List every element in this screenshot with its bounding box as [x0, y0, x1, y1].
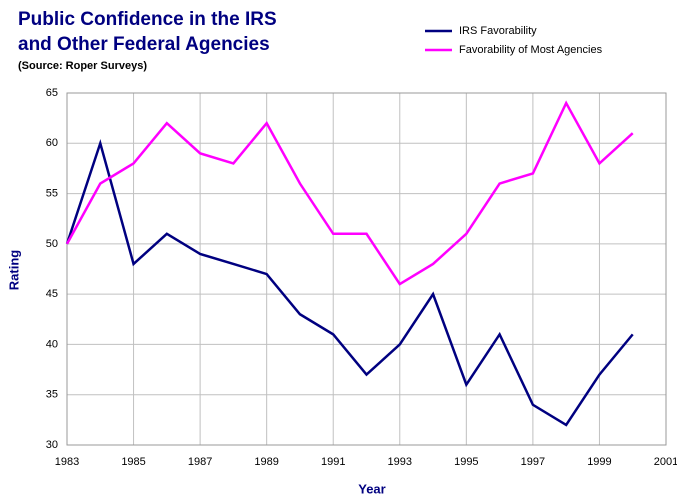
y-tick-label: 65: [46, 87, 58, 99]
y-axis-label: Rating: [6, 250, 21, 291]
x-tick-label: 2001: [654, 456, 677, 468]
plot-border: [66, 92, 667, 446]
x-tick-label: 1995: [454, 456, 478, 468]
y-tick-label: 60: [46, 137, 58, 149]
x-tick-label: 1985: [121, 456, 145, 468]
chart-title: and Other Federal Agencies: [18, 34, 270, 55]
x-tick-label: 1999: [587, 456, 611, 468]
y-tick-label: 30: [46, 439, 58, 451]
series-line: [65, 100, 634, 286]
y-tick-label: 35: [46, 389, 58, 401]
x-tick-label: 1997: [521, 456, 545, 468]
legend-label: IRS Favorability: [459, 25, 537, 37]
x-axis-label: Year: [358, 481, 385, 496]
x-tick-label: 1987: [188, 456, 212, 468]
y-tick-label: 55: [46, 187, 58, 199]
x-tick-label: 1989: [254, 456, 278, 468]
y-tick-label: 45: [46, 288, 58, 300]
x-tick-label: 1993: [388, 456, 412, 468]
chart-title: Public Confidence in the IRS: [18, 9, 277, 30]
y-tick-label: 50: [46, 238, 58, 250]
series-line: [65, 138, 634, 427]
x-tick-label: 1983: [55, 456, 79, 468]
chart-subtitle: (Source: Roper Surveys): [18, 60, 147, 72]
y-tick-label: 40: [46, 338, 58, 350]
legend-label: Favorability of Most Agencies: [459, 44, 603, 56]
x-tick-label: 1991: [321, 456, 345, 468]
